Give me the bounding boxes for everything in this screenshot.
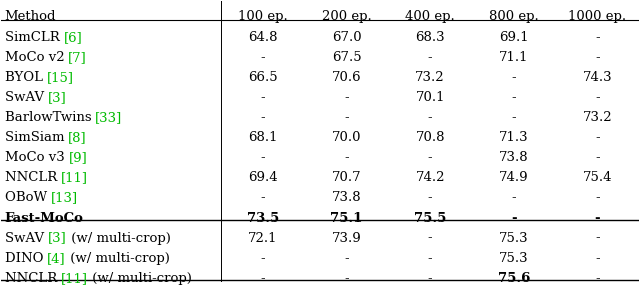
Text: SwAV: SwAV — [4, 232, 48, 245]
Text: [6]: [6] — [63, 31, 82, 44]
Text: -: - — [260, 191, 265, 204]
Text: -: - — [344, 111, 349, 124]
Text: -: - — [595, 191, 600, 204]
Text: [13]: [13] — [51, 191, 78, 204]
Text: (w/ multi-crop): (w/ multi-crop) — [67, 232, 170, 245]
Text: 74.3: 74.3 — [582, 71, 612, 84]
Text: -: - — [428, 252, 433, 265]
Text: -: - — [260, 252, 265, 265]
Text: 71.1: 71.1 — [499, 51, 529, 64]
Text: -: - — [595, 232, 600, 245]
Text: -: - — [260, 272, 265, 285]
Text: [8]: [8] — [68, 131, 87, 144]
Text: [3]: [3] — [48, 91, 67, 104]
Text: -: - — [428, 151, 433, 164]
Text: 73.8: 73.8 — [499, 151, 529, 164]
Text: -: - — [511, 111, 516, 124]
Text: -: - — [595, 131, 600, 144]
Text: -: - — [595, 151, 600, 164]
Text: -: - — [428, 191, 433, 204]
Text: Method: Method — [4, 9, 56, 22]
Text: NNCLR: NNCLR — [4, 272, 61, 285]
Text: -: - — [511, 191, 516, 204]
Text: SimCLR: SimCLR — [4, 31, 63, 44]
Text: 68.1: 68.1 — [248, 131, 278, 144]
Text: 67.5: 67.5 — [332, 51, 362, 64]
Text: 75.3: 75.3 — [499, 232, 529, 245]
Text: MoCo v3: MoCo v3 — [4, 151, 68, 164]
Text: 400 ep.: 400 ep. — [405, 9, 455, 22]
Text: 100 ep.: 100 ep. — [238, 9, 288, 22]
Text: 75.4: 75.4 — [583, 171, 612, 184]
Text: 75.3: 75.3 — [499, 252, 529, 265]
Text: 75.5: 75.5 — [414, 212, 446, 224]
Text: 68.3: 68.3 — [415, 31, 445, 44]
Text: 73.2: 73.2 — [415, 71, 445, 84]
Text: -: - — [344, 252, 349, 265]
Text: 70.1: 70.1 — [415, 91, 445, 104]
Text: (w/ multi-crop): (w/ multi-crop) — [88, 272, 192, 285]
Text: -: - — [260, 111, 265, 124]
Text: -: - — [511, 91, 516, 104]
Text: -: - — [595, 51, 600, 64]
Text: -: - — [511, 71, 516, 84]
Text: -: - — [428, 51, 433, 64]
Text: -: - — [344, 272, 349, 285]
Text: [9]: [9] — [68, 151, 87, 164]
Text: 70.7: 70.7 — [332, 171, 362, 184]
Text: [4]: [4] — [47, 252, 66, 265]
Text: [33]: [33] — [95, 111, 122, 124]
Text: BarlowTwins: BarlowTwins — [4, 111, 95, 124]
Text: 75.6: 75.6 — [498, 272, 530, 285]
Text: -: - — [344, 151, 349, 164]
Text: -: - — [260, 151, 265, 164]
Text: -: - — [428, 272, 433, 285]
Text: 74.2: 74.2 — [415, 171, 445, 184]
Text: [11]: [11] — [61, 272, 88, 285]
Text: -: - — [595, 91, 600, 104]
Text: -: - — [595, 272, 600, 285]
Text: NNCLR: NNCLR — [4, 171, 61, 184]
Text: -: - — [260, 51, 265, 64]
Text: [3]: [3] — [48, 232, 67, 245]
Text: -: - — [595, 212, 600, 224]
Text: -: - — [595, 31, 600, 44]
Text: DINO: DINO — [4, 252, 47, 265]
Text: [11]: [11] — [61, 171, 88, 184]
Text: 75.1: 75.1 — [330, 212, 363, 224]
Text: -: - — [260, 91, 265, 104]
Text: -: - — [511, 212, 516, 224]
Text: (w/ multi-crop): (w/ multi-crop) — [66, 252, 170, 265]
Text: 67.0: 67.0 — [332, 31, 362, 44]
Text: [7]: [7] — [68, 51, 87, 64]
Text: SwAV: SwAV — [4, 91, 48, 104]
Text: 69.4: 69.4 — [248, 171, 278, 184]
Text: 200 ep.: 200 ep. — [322, 9, 371, 22]
Text: 70.0: 70.0 — [332, 131, 361, 144]
Text: 1000 ep.: 1000 ep. — [568, 9, 627, 22]
Text: -: - — [595, 252, 600, 265]
Text: 73.8: 73.8 — [332, 191, 362, 204]
Text: 800 ep.: 800 ep. — [489, 9, 539, 22]
Text: 70.6: 70.6 — [332, 71, 362, 84]
Text: 73.9: 73.9 — [332, 232, 362, 245]
Text: [15]: [15] — [47, 71, 74, 84]
Text: SimSiam: SimSiam — [4, 131, 68, 144]
Text: -: - — [344, 91, 349, 104]
Text: MoCo v2: MoCo v2 — [4, 51, 68, 64]
Text: 69.1: 69.1 — [499, 31, 529, 44]
Text: 66.5: 66.5 — [248, 71, 278, 84]
Text: 73.2: 73.2 — [582, 111, 612, 124]
Text: OBoW: OBoW — [4, 191, 51, 204]
Text: 71.3: 71.3 — [499, 131, 529, 144]
Text: -: - — [428, 232, 433, 245]
Text: 73.5: 73.5 — [246, 212, 279, 224]
Text: 70.8: 70.8 — [415, 131, 445, 144]
Text: 72.1: 72.1 — [248, 232, 278, 245]
Text: 64.8: 64.8 — [248, 31, 278, 44]
Text: -: - — [428, 111, 433, 124]
Text: BYOL: BYOL — [4, 71, 47, 84]
Text: 74.9: 74.9 — [499, 171, 529, 184]
Text: Fast-MoCo: Fast-MoCo — [4, 212, 83, 224]
